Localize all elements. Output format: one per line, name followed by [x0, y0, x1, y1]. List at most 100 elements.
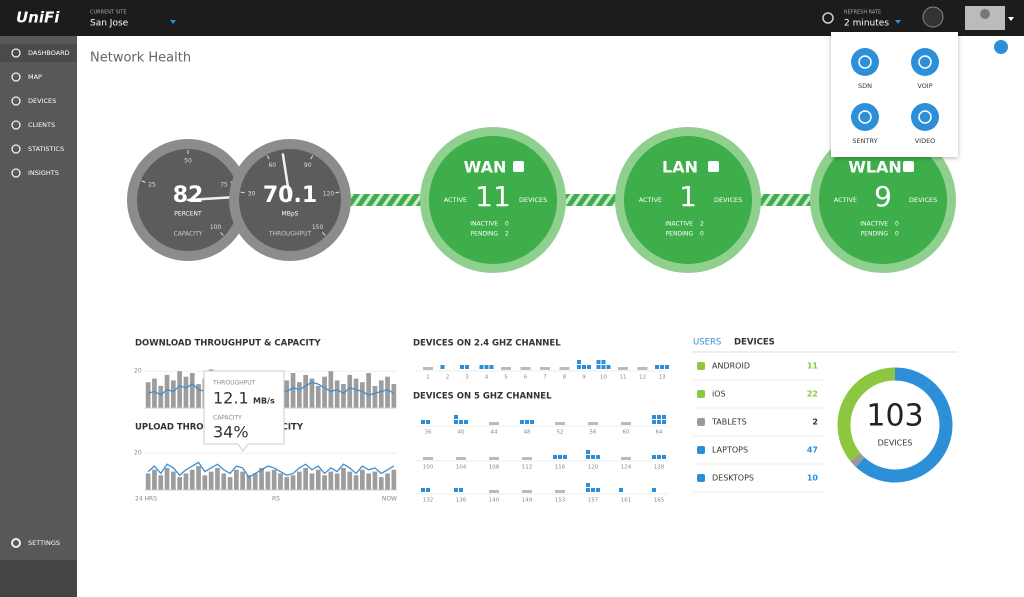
channel-label: 120 [588, 465, 599, 471]
throughput-bar [391, 384, 397, 408]
throughput-bar [177, 371, 182, 408]
logo[interactable]: UniFi [16, 9, 60, 27]
device-block [454, 488, 458, 492]
empty-channel [501, 367, 511, 370]
channel-devices [618, 367, 628, 370]
channel-label: 60 [623, 430, 630, 436]
app-icon[interactable] [851, 48, 879, 76]
avatar-head [980, 9, 990, 19]
nav-item[interactable]: MAP [28, 73, 42, 81]
nav-item[interactable]: DEVICES [28, 97, 56, 105]
throughput-bar [164, 374, 170, 408]
avatar-dropdown[interactable] [1008, 17, 1014, 21]
app-label: VOIP [917, 82, 932, 90]
tab[interactable]: DEVICES [734, 338, 775, 348]
refresh-icon[interactable] [822, 12, 834, 24]
channel-devices [489, 457, 499, 460]
device-block [596, 455, 600, 459]
channel-devices [553, 455, 567, 459]
channel-devices [489, 490, 499, 493]
channel-label: 149 [522, 498, 533, 504]
throughput-bar [378, 380, 384, 408]
nav-item[interactable]: DASHBOARD [28, 49, 70, 57]
app-glyph [918, 110, 932, 124]
throughput-bar [221, 473, 227, 490]
pending-count: 2 [505, 231, 509, 238]
throughput-bar [290, 373, 296, 408]
nav-item[interactable]: SETTINGS [28, 539, 60, 547]
channel-label: 44 [491, 430, 498, 436]
app-glyph [918, 55, 932, 69]
site-dropdown[interactable] [170, 20, 176, 24]
client-count: 11 [807, 362, 819, 371]
nav-item[interactable]: INSIGHTS [28, 169, 59, 177]
device-block [655, 365, 659, 369]
app-glyph [858, 110, 872, 124]
nav-icon [11, 120, 21, 130]
throughput-bar [152, 469, 157, 490]
active-label: ACTIVE [834, 196, 857, 204]
gauge-unit: MBpS [282, 211, 299, 218]
client-name: DESKTOPS [712, 474, 754, 483]
nav-item[interactable]: CLIENTS [28, 121, 55, 129]
throughput-bar [177, 477, 182, 490]
app-icon[interactable] [911, 48, 939, 76]
device-block [484, 365, 489, 369]
throughput-bar [366, 373, 371, 408]
site-name[interactable]: San Jose [90, 19, 129, 29]
throughput-bar [290, 475, 296, 490]
throughput-bar [183, 473, 189, 490]
channel-devices [586, 483, 600, 492]
device-block [440, 365, 445, 369]
refresh-label: REFRESH RATE [844, 10, 881, 16]
device-block [577, 365, 581, 369]
gauge-value: 82 [173, 183, 204, 208]
gauge-tick-label: 90 [304, 162, 312, 169]
calendar-icon[interactable] [994, 40, 1008, 54]
active-nav[interactable] [0, 44, 77, 62]
gauge-tick-label: 100 [210, 224, 222, 231]
app-icon[interactable] [851, 103, 879, 131]
gauge-tick-label: 120 [323, 190, 335, 197]
throughput-bar [341, 467, 346, 490]
channel-devices [522, 490, 532, 493]
channel-label: 7 [543, 375, 547, 381]
channel-devices [577, 360, 591, 369]
device-block [662, 455, 666, 459]
throughput-bar [347, 374, 353, 408]
client-icon [697, 446, 705, 454]
device-block [657, 415, 661, 419]
empty-channel [621, 457, 631, 460]
network-name: WAN [464, 158, 507, 177]
throughput-bar [322, 475, 327, 490]
throughput-bar [196, 384, 201, 408]
channel-devices [456, 457, 466, 460]
channel-devices [423, 457, 433, 460]
device-block [454, 420, 458, 424]
channel-label: 132 [423, 498, 434, 504]
network-name: WLAN [848, 158, 902, 177]
device-block [426, 488, 430, 492]
throughput-bar [152, 378, 157, 408]
refresh-dropdown[interactable] [895, 20, 901, 24]
channel-label: 5 [504, 375, 508, 381]
device-block [652, 420, 656, 424]
throughput-bar [259, 467, 264, 490]
channel-label: 11 [620, 375, 627, 381]
channel-label: 4 [485, 375, 489, 381]
throughput-bar [171, 380, 176, 408]
channel-devices [588, 422, 598, 425]
apps-button[interactable] [922, 6, 944, 28]
refresh-rate[interactable]: 2 minutes [844, 19, 889, 29]
channel-label: 112 [522, 465, 533, 471]
nav-item[interactable]: STATISTICS [28, 145, 64, 153]
x-axis-label: 24 HRS [135, 496, 157, 503]
device-block [662, 420, 666, 424]
empty-channel [489, 490, 499, 493]
throughput-bar [303, 374, 308, 408]
inactive-label: INACTIVE [665, 221, 693, 228]
channel-label: 165 [654, 498, 665, 504]
donut-segment [837, 382, 865, 462]
tab[interactable]: USERS [693, 338, 721, 348]
app-icon[interactable] [911, 103, 939, 131]
